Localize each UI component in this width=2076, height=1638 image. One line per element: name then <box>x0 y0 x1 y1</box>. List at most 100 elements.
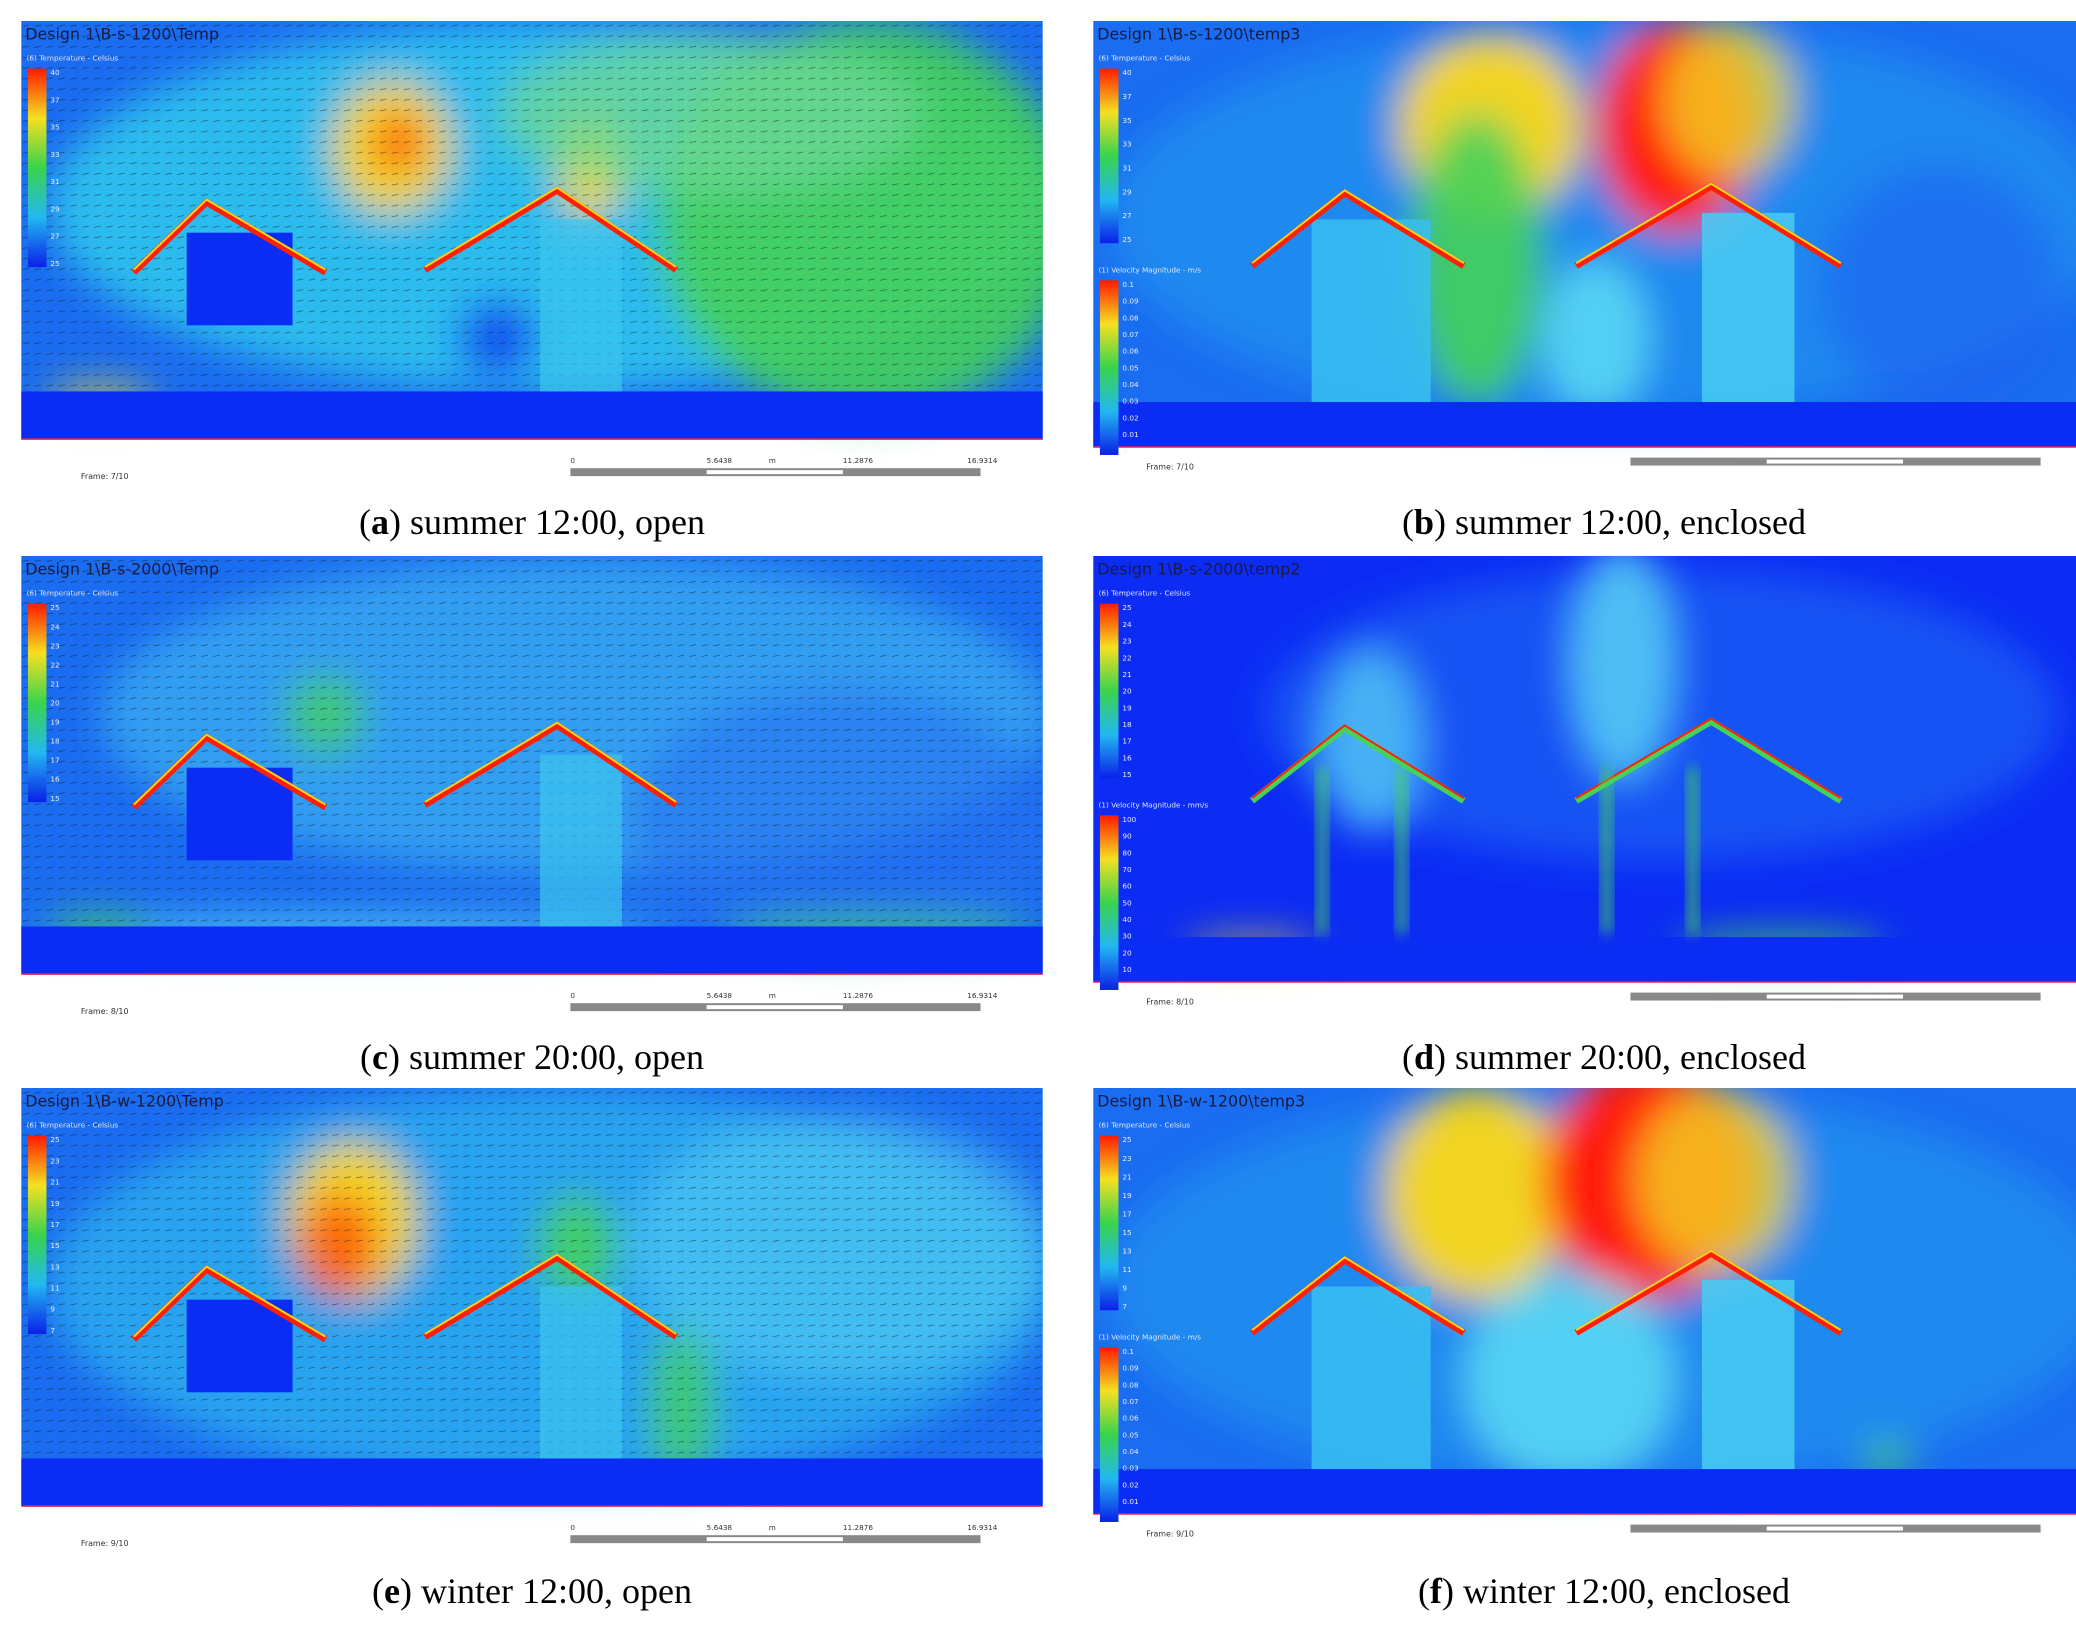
caption-letter: b <box>1414 502 1434 542</box>
legend-tick-label: 9 <box>50 1305 55 1314</box>
legend-tick-label: 15 <box>1122 1228 1131 1237</box>
panel-caption: (a) summer 12:00, open <box>359 502 705 542</box>
legend-tick-label: 29 <box>1122 187 1132 196</box>
legend-tick-label: 20 <box>50 699 60 708</box>
color-bar <box>27 68 47 268</box>
legend-title: (1) Velocity Magnitude - m/s <box>1099 1332 1202 1341</box>
legend-tick-label: 15 <box>50 794 59 803</box>
caption-letter: a <box>371 502 389 542</box>
legend-tick-label: 21 <box>50 1178 59 1187</box>
legend-tick-label: 21 <box>1122 1172 1131 1181</box>
color-bar <box>1099 815 1119 990</box>
legend-tick-label: 25 <box>50 259 59 268</box>
scale-label: 16.9314 <box>967 991 997 1000</box>
simulation-panel: Design 1\B-s-1200\Temp (6) Temperature - … <box>21 21 1043 492</box>
scale-label: 5.6438 <box>707 1523 733 1532</box>
roof <box>131 733 328 811</box>
frame-label: Frame: 8/10 <box>81 1007 129 1016</box>
legend-tick-label: 0.02 <box>1122 413 1138 422</box>
legend-tick-label: 19 <box>1122 703 1132 712</box>
legend-tick-label: 0 <box>1122 1514 1127 1523</box>
legend-tick-label: 0.01 <box>1122 1497 1138 1506</box>
legend-tick-label: 17 <box>1122 737 1131 746</box>
roof <box>131 198 328 276</box>
legend-tick-label: 0.02 <box>1122 1480 1138 1489</box>
panel-caption: (b) summer 12:00, enclosed <box>1402 502 1806 542</box>
field-region <box>1543 259 1649 418</box>
legend-tick-label: 0.1 <box>1122 1347 1134 1356</box>
roof-edge <box>1251 189 1465 264</box>
simulation-panel: Design 1\B-s-2000\temp2 (6) Temperature -… <box>1093 556 2076 1027</box>
legend-tick-label: 11 <box>1122 1265 1131 1274</box>
scale-bar-segment <box>1766 459 1904 464</box>
field-region <box>1662 21 1795 180</box>
panel-caption: (e) winter 12:00, open <box>372 1571 692 1611</box>
legend-tick-label: 40 <box>50 68 60 77</box>
color-bar <box>27 603 47 803</box>
caption-text: ) summer 12:00, enclosed <box>1434 502 1806 542</box>
simulation-panel: Design 1\B-w-1200\Temp (6) Temperature - … <box>21 1088 1043 1559</box>
color-bar <box>1099 280 1119 455</box>
legend-tick-label: 7 <box>1122 1302 1127 1311</box>
legend-tick-label: 24 <box>50 622 60 631</box>
legend-tick-label: 21 <box>1122 670 1131 679</box>
caption-text: ) winter 12:00, enclosed <box>1442 1571 1790 1611</box>
field-region <box>1635 1088 1795 1274</box>
caption-text: ) summer 20:00, enclosed <box>1434 1037 1806 1077</box>
velocity-vectors <box>21 1088 1043 1472</box>
legend-tick-label: 25 <box>50 1135 59 1144</box>
caption-text: ( <box>372 1571 384 1611</box>
legend-title: (6) Temperature - Celsius <box>1099 54 1191 63</box>
roof-edge <box>1251 1256 1465 1331</box>
legend-tick-label: 35 <box>1122 116 1131 125</box>
scale-bar-segment <box>706 1005 843 1010</box>
roof <box>1574 182 1843 269</box>
legend-tick-label: 16 <box>1122 753 1132 762</box>
legend-tick-label: 0.1 <box>1122 280 1134 289</box>
caption-text: ( <box>1418 1571 1430 1611</box>
panel-caption: (d) summer 20:00, enclosed <box>1402 1037 1806 1077</box>
field-blobs <box>1106 21 2076 418</box>
simulation-title: Design 1\B-s-2000\temp2 <box>1097 560 1300 579</box>
ground <box>21 1458 1043 1507</box>
legend-tick-label: 100 <box>1122 815 1136 824</box>
legend-tick-label: 0.07 <box>1122 330 1138 339</box>
roof-edge <box>133 198 327 271</box>
legend-tick-label: 24 <box>1122 620 1132 629</box>
legend-tick-label: 0.08 <box>1122 1380 1139 1389</box>
legend-tick-label: 90 <box>1122 832 1132 841</box>
legend-tick-label: 0.06 <box>1122 1414 1139 1423</box>
legend-tick-label: 17 <box>1122 1209 1131 1218</box>
large-house <box>539 219 622 392</box>
roof <box>1250 1255 1466 1336</box>
legend-tick-label: 30 <box>1122 932 1132 941</box>
legend-tick-label: 22 <box>1122 653 1131 662</box>
roof <box>1574 1249 1843 1336</box>
legend-title: (6) Temperature - Celsius <box>27 1121 119 1130</box>
legend-tick-label: 11 <box>50 1283 59 1292</box>
legend-tick-label: 37 <box>1122 92 1131 101</box>
legend-tick-label: 70 <box>1122 865 1132 874</box>
legend-tick-label: 17 <box>50 756 59 765</box>
roof-edge <box>1575 1249 1842 1331</box>
simulation-title: Design 1\B-w-1200\Temp <box>25 1092 224 1111</box>
legend-tick-label: 27 <box>50 232 59 241</box>
scale-label: 16.9314 <box>967 1523 997 1532</box>
wall-plume <box>1602 767 1611 934</box>
scale-label: 11.2876 <box>843 991 873 1000</box>
legend-tick-label: 19 <box>50 718 60 727</box>
house-body <box>1311 219 1431 403</box>
caption-text: ( <box>1402 1037 1414 1077</box>
legend-title: (1) Velocity Magnitude - mm/s <box>1099 800 1209 809</box>
legend-tick-label: 0 <box>1122 447 1127 456</box>
ground <box>21 926 1043 975</box>
caption-text: ( <box>1402 502 1414 542</box>
legend-tick-label: 27 <box>1122 211 1131 220</box>
legend-tick-label: 0.03 <box>1122 397 1139 406</box>
scale-bar-segment <box>706 1537 843 1542</box>
roof-edge <box>1575 717 1842 799</box>
legend-tick-label: 0.01 <box>1122 430 1138 439</box>
small-house <box>186 1299 293 1393</box>
simulation-title: Design 1\B-w-1200\temp3 <box>1097 1092 1305 1111</box>
